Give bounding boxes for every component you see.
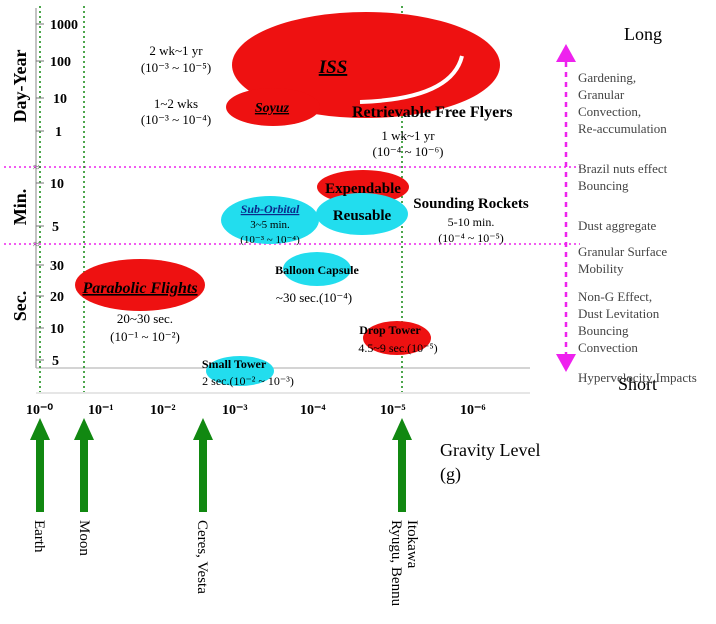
arrow-moon: [74, 418, 94, 512]
droptower-label: Drop Tower: [359, 323, 421, 337]
axes: [35, 8, 530, 394]
y-tick: 10: [50, 177, 64, 192]
arrow-head-down: [556, 354, 576, 372]
smalltower-label: Small Tower: [202, 357, 267, 371]
retrievable-time: 1 wk~1 yr: [381, 128, 435, 143]
iss-label: ISS: [318, 57, 348, 78]
y-tick: 1: [55, 125, 62, 140]
body-itokawa: Itokawa: [404, 520, 420, 569]
phenomena-1: Gardening, Granular Convection, Re-accum…: [578, 70, 667, 136]
body-earth: Earth: [31, 520, 47, 553]
balloon-label: Balloon Capsule: [275, 263, 359, 277]
balloon-ellipse: [283, 252, 351, 286]
y-tick: 5: [52, 220, 59, 235]
phenomena-2: Brazil nuts effect Bouncing: [578, 161, 671, 193]
soyuz-g: (10⁻³ ~ 10⁻⁴): [141, 112, 211, 127]
x-tick: 10⁻⁰: [26, 403, 53, 418]
label-short: Short: [618, 374, 657, 394]
iss-g: (10⁻³ ~ 10⁻⁵): [141, 60, 211, 75]
phenomena-6: Hypervelocity Impacts: [578, 370, 697, 385]
retrievable-g: (10⁻⁴ ~ 10⁻⁶): [373, 144, 444, 159]
reusable-label: Reusable: [333, 208, 392, 224]
x-tick: 10⁻⁵: [380, 403, 406, 418]
phenomena-5: Non-G Effect, Dust Levitation Bouncing C…: [578, 289, 663, 355]
body-ryugu-bennu: Ryugu, Bennu: [388, 520, 404, 607]
retrievable-label: Retrievable Free Flyers: [352, 104, 513, 121]
body-ceres-vesta: Ceres, Vesta: [194, 520, 210, 594]
section-label-min: Min.: [10, 189, 30, 226]
reusable-ellipse: [316, 193, 408, 235]
parabolic-label: Parabolic Flights: [81, 280, 197, 297]
parabolic-g: (10⁻¹ ~ 10⁻²): [110, 329, 180, 344]
axis-break-2: ≈: [33, 237, 40, 251]
section-label-sec: Sec.: [10, 291, 30, 322]
y-tick: 30: [50, 259, 64, 274]
label-long: Long: [624, 24, 662, 44]
suborbital-g: (10⁻³ ~ 10⁻⁴): [240, 234, 300, 246]
suborbital-ellipse: [221, 196, 319, 244]
arrow-earth: [30, 418, 50, 512]
x-tick: 10⁻⁴: [300, 403, 326, 418]
suborbital-label: Sub-Orbital: [241, 202, 300, 216]
body-moon: Moon: [76, 520, 92, 556]
axis-break-1: ≈: [33, 160, 40, 174]
smalltower-time: 2 sec.(10⁻² ~ 10⁻³): [202, 374, 294, 388]
x-tick: 10⁻⁶: [460, 403, 486, 418]
y-tick: 5: [52, 354, 59, 369]
y-tick: 10: [50, 322, 64, 337]
section-label-day-year: Day-Year: [10, 50, 30, 123]
y-tick: 100: [50, 55, 71, 70]
iss-time: 2 wk~1 yr: [149, 43, 203, 58]
arrow-ceres: [193, 418, 213, 512]
sounding-time: 5-10 min.: [448, 215, 495, 229]
sounding-g: (10⁻⁴ ~ 10⁻⁵): [438, 231, 504, 245]
droptower-ellipse: [363, 321, 431, 355]
iss-swoosh: [359, 55, 464, 104]
soyuz-time: 1~2 wks: [154, 96, 198, 111]
soyuz-label: Soyuz: [255, 101, 290, 116]
suborbital-time: 3~5 min.: [250, 219, 290, 231]
x-tick: 10⁻³: [222, 403, 248, 418]
parabolic-ellipse: [75, 259, 205, 311]
y-tick: 10: [53, 92, 67, 107]
expendable-label: Expendable: [325, 181, 401, 197]
x-tick: 10⁻¹: [88, 403, 114, 418]
droptower-time: 4.5~9 sec.(10⁻⁵): [358, 341, 437, 355]
expendable-ellipse: [317, 170, 409, 204]
phenomena-3: Dust aggregate: [578, 218, 657, 233]
body-arrows: [30, 418, 412, 512]
balloon-time: ~30 sec.(10⁻⁴): [276, 290, 352, 305]
x-tick: 10⁻²: [150, 403, 176, 418]
y-tick: 1000: [50, 18, 78, 33]
y-tick: 20: [50, 290, 64, 305]
phenomena-4: Granular Surface Mobility: [578, 244, 670, 276]
sounding-label: Sounding Rockets: [413, 196, 529, 212]
parabolic-time: 20~30 sec.: [117, 311, 173, 326]
arrow-itokawa: [392, 418, 412, 512]
x-axis-title: Gravity Level (g): [440, 440, 545, 485]
arrow-head-up: [556, 44, 576, 62]
soyuz-ellipse: [226, 88, 320, 126]
smalltower-ellipse: [206, 356, 274, 386]
